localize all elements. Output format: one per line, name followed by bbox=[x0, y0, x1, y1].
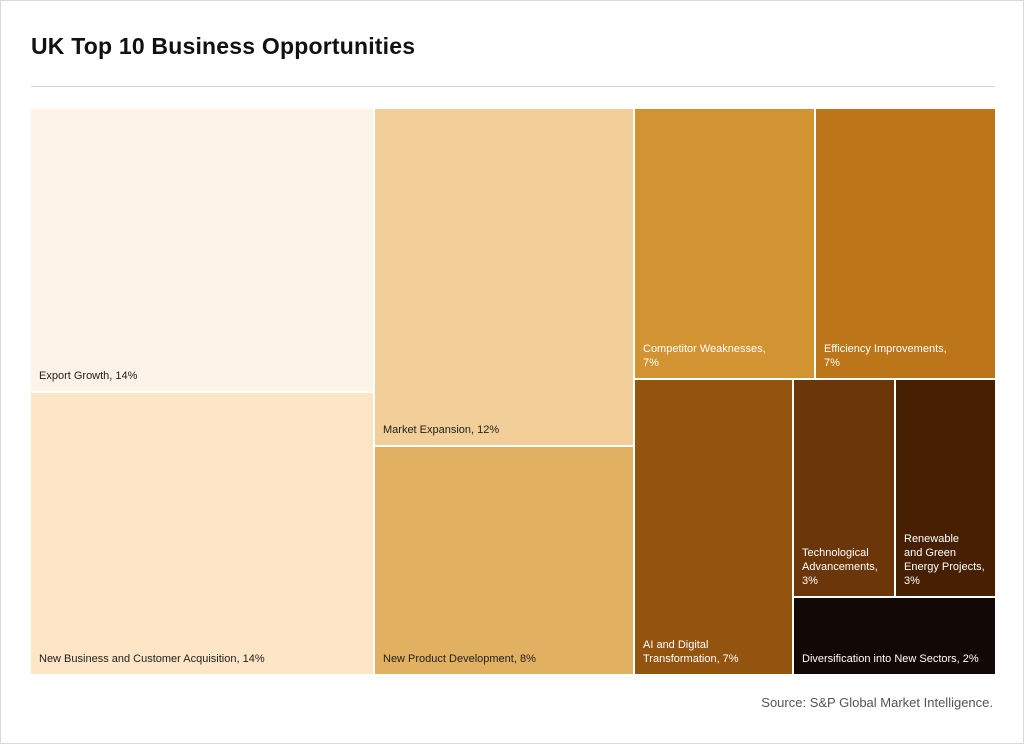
tile-label-efficiency-improvements: Efficiency Improvements, 7% bbox=[824, 343, 947, 369]
tile-label-export-growth: Export Growth, 14% bbox=[39, 370, 138, 382]
tile-label-market-expansion: Market Expansion, 12% bbox=[383, 424, 500, 436]
tile-label-technological-advancements: Technological Advancements, 3% bbox=[802, 547, 878, 587]
title-divider bbox=[31, 86, 995, 87]
chart-title: UK Top 10 Business Opportunities bbox=[31, 33, 416, 59]
treemap-tile-new-business-and-customer-acquisition: New Business and Customer Acquisition, 1… bbox=[31, 393, 373, 674]
treemap-tile-technological-advancements: Technological Advancements, 3% bbox=[794, 380, 894, 596]
source-note: Source: S&P Global Market Intelligence. bbox=[761, 695, 993, 710]
treemap-tile-export-growth: Export Growth, 14% bbox=[31, 109, 373, 391]
tile-label-ai-and-digital-transformation: AI and Digital Transformation, 7% bbox=[643, 639, 739, 665]
treemap-tile-renewable-and-green-energy-projects: Renewable and Green Energy Projects, 3% bbox=[896, 380, 995, 596]
tile-label-new-product-development: New Product Development, 8% bbox=[383, 653, 536, 665]
tile-label-new-business-and-customer-acquisition: New Business and Customer Acquisition, 1… bbox=[39, 653, 265, 665]
tile-label-renewable-and-green-energy-projects: Renewable and Green Energy Projects, 3% bbox=[904, 533, 985, 587]
treemap-tile-new-product-development: New Product Development, 8% bbox=[375, 447, 633, 674]
treemap-tile-efficiency-improvements: Efficiency Improvements, 7% bbox=[816, 109, 995, 378]
treemap-tile-market-expansion: Market Expansion, 12% bbox=[375, 109, 633, 445]
tile-label-diversification-into-new-sectors: Diversification into New Sectors, 2% bbox=[802, 653, 979, 665]
treemap-tile-ai-and-digital-transformation: AI and Digital Transformation, 7% bbox=[635, 380, 792, 674]
treemap-tile-diversification-into-new-sectors: Diversification into New Sectors, 2% bbox=[794, 598, 995, 674]
treemap-tile-competitor-weaknesses: Competitor Weaknesses, 7% bbox=[635, 109, 814, 378]
tile-label-competitor-weaknesses: Competitor Weaknesses, 7% bbox=[643, 343, 766, 369]
